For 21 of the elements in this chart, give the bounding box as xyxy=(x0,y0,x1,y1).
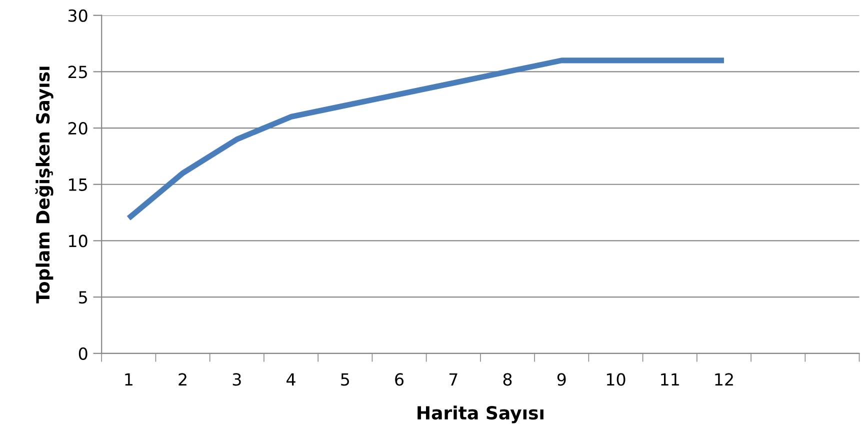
x-tick-label: 6 xyxy=(395,373,404,386)
x-tick-label: 10 xyxy=(606,373,626,386)
y-tick-label: 10 xyxy=(69,234,88,248)
y-tick-label: 30 xyxy=(68,9,88,22)
x-tick-label: 5 xyxy=(341,373,349,386)
x-tick-label: 7 xyxy=(449,373,458,386)
x-tick-label: 9 xyxy=(557,373,566,386)
y-tick-label: 20 xyxy=(68,122,88,135)
x-tick-label: 4 xyxy=(286,373,296,386)
y-tick-label: 5 xyxy=(79,291,87,304)
y-tick-label: 15 xyxy=(69,178,87,191)
y-tick-label: 0 xyxy=(78,347,88,360)
x-tick-label: 11 xyxy=(661,373,679,386)
x-tick-label: 12 xyxy=(715,373,733,386)
x-tick-label: 3 xyxy=(232,373,241,386)
x-tick-label: 1 xyxy=(125,373,132,386)
x-tick-label: 2 xyxy=(178,373,186,386)
y-axis-title: Toplam Değişken Sayısı xyxy=(35,66,54,304)
x-axis-title: Harita Sayısı xyxy=(418,406,544,424)
y-tick-label: 25 xyxy=(68,66,87,78)
x-tick-label: 8 xyxy=(503,373,512,386)
